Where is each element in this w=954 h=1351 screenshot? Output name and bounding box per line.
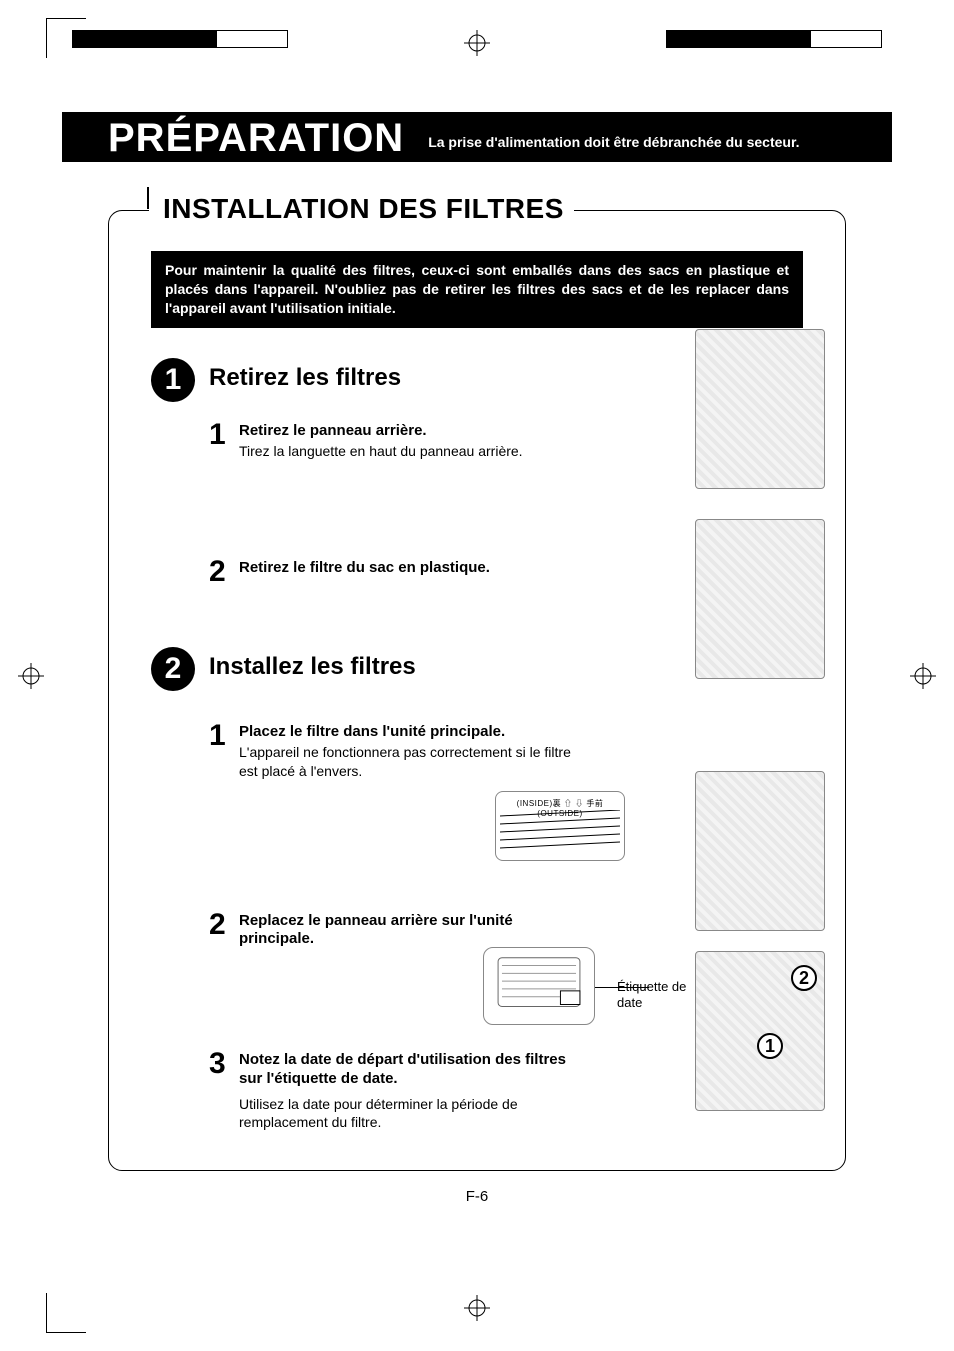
main-section: INSTALLATION DES FILTRES Pour maintenir …: [108, 210, 846, 1171]
illustration-place-filter: [695, 771, 825, 931]
crop-mark-bl: [46, 1293, 86, 1333]
languette-label: Languette: [735, 307, 793, 322]
illustration-filter-orientation: (INSIDE)裏 ⇧ ⇩ 手前(OUTSIDE): [495, 791, 625, 861]
color-blocks-right: [666, 30, 882, 48]
step-number-2: 2: [151, 647, 195, 691]
step-2-sub-3: 3 Notez la date de départ d'utilisation …: [209, 1049, 569, 1131]
step-2-title: Installez les filtres: [209, 653, 416, 681]
substep-number: 1: [209, 420, 229, 450]
color-blocks-left: [72, 30, 288, 48]
reg-target-left: [18, 663, 44, 689]
illustration-date-label: [483, 947, 595, 1025]
reg-marks-top: [0, 30, 954, 70]
illustration-remove-panel: [695, 329, 825, 489]
substep-number: 2: [209, 557, 229, 587]
date-label-text: Étiquette de date: [617, 979, 687, 1010]
step-2-sub-2: 2 Replacez le panneau arrière sur l'unit…: [209, 910, 549, 950]
substep-head: Retirez le filtre du sac en plastique.: [239, 559, 490, 578]
header-subtitle: La prise d'alimentation doit être débran…: [428, 122, 799, 150]
reg-target-bottom: [464, 1295, 490, 1321]
reg-marks-bottom: [0, 1281, 954, 1321]
intro-note: Pour maintenir la qualité des filtres, c…: [151, 251, 803, 328]
substep-head: Replacez le panneau arrière sur l'unité …: [239, 912, 549, 950]
panel-step-circle-1: 1: [757, 1033, 783, 1059]
header-title: PRÉPARATION: [108, 116, 404, 161]
page-number: F-6: [466, 1188, 489, 1205]
substep-number: 1: [209, 721, 229, 751]
substep-head: Placez le filtre dans l'unité principale…: [239, 723, 589, 742]
substep-text: Tirez la languette en haut du panneau ar…: [239, 442, 523, 460]
substep-text: Utilisez la date pour déterminer la péri…: [239, 1095, 569, 1131]
illustration-remove-filter: [695, 519, 825, 679]
crop-mark-tl: [46, 18, 86, 58]
substep-head: Notez la date de départ d'utilisation de…: [239, 1051, 569, 1089]
step-number-1: 1: [151, 358, 195, 402]
step-1-sub-1: 1 Retirez le panneau arrière. Tirez la l…: [209, 420, 589, 461]
substep-number: 3: [209, 1049, 229, 1079]
header-bar: PRÉPARATION La prise d'alimentation doit…: [62, 112, 892, 162]
substep-number: 2: [209, 910, 229, 940]
reg-target-top: [464, 30, 490, 56]
substep-text: L'appareil ne fonctionnera pas correctem…: [239, 743, 589, 779]
date-label-grid-icon: [484, 948, 594, 1024]
reg-target-right: [910, 663, 936, 689]
substep-head: Retirez le panneau arrière.: [239, 422, 523, 441]
panel-step-circle-2: 2: [791, 965, 817, 991]
main-title: INSTALLATION DES FILTRES: [149, 193, 574, 225]
filter-lines-icon: [500, 810, 620, 854]
step-1-sub-2: 2 Retirez le filtre du sac en plastique.: [209, 557, 589, 587]
step-1-title: Retirez les filtres: [209, 364, 401, 392]
step-2-sub-1: 1 Placez le filtre dans l'unité principa…: [209, 721, 589, 780]
